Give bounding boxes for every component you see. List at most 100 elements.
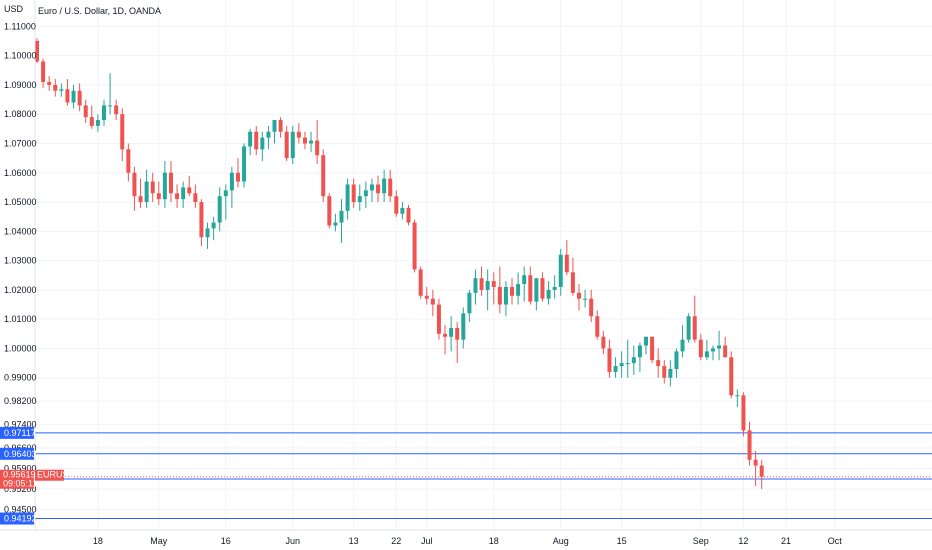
candle-body (430, 298, 435, 305)
y-tick-label: 1.02000 (4, 285, 37, 295)
price-line-label-bg (0, 426, 34, 439)
candle (589, 289, 594, 323)
candle-body (144, 181, 149, 203)
candle-body (376, 184, 381, 194)
candle-body (284, 131, 289, 159)
price-axis[interactable]: 1.11000 1.10000 1.09000 1.08000 1.07000 1.060… (4, 21, 37, 514)
candle (552, 275, 557, 299)
candle (619, 351, 624, 378)
candle (436, 298, 441, 340)
price-line-label: 0.94192 (4, 514, 37, 524)
candle-body (528, 275, 533, 302)
candle (35, 38, 39, 63)
candle (710, 345, 715, 361)
candle (516, 272, 521, 305)
candle (77, 83, 82, 112)
price-line-label-bg (0, 512, 34, 525)
x-tick-label: 12 (738, 536, 748, 546)
candle (290, 125, 295, 164)
candle-body (168, 172, 173, 194)
candle (583, 289, 588, 308)
x-tick-label: 13 (349, 536, 359, 546)
candle (150, 172, 155, 203)
candle (205, 222, 210, 249)
candle (217, 187, 222, 232)
candle-body (400, 207, 405, 214)
candle-body (138, 196, 143, 203)
price-line-label: 0.97117 (4, 428, 36, 438)
candle-body (132, 172, 137, 197)
countdown-value: 09:05:11 (3, 479, 37, 489)
candle-body (534, 278, 539, 302)
candle (400, 202, 405, 220)
candle-body (114, 105, 119, 115)
candle (351, 178, 356, 208)
candle (376, 175, 381, 203)
candle (558, 248, 563, 296)
candle-body (199, 202, 204, 238)
candle-body (467, 292, 472, 314)
candle-body (53, 84, 58, 91)
candle-body (254, 131, 259, 150)
candle (71, 84, 76, 109)
x-tick-label: Aug (553, 536, 569, 546)
x-tick-label: Jun (286, 536, 301, 546)
candle-body (558, 254, 563, 287)
candle-body (522, 275, 527, 285)
candle (546, 281, 551, 305)
candle-body (296, 131, 301, 138)
candle (650, 336, 655, 364)
candle (394, 190, 399, 217)
candle (120, 108, 125, 162)
candle-body (741, 395, 746, 431)
candle-body (83, 105, 88, 118)
candle-body (686, 316, 691, 340)
candle-body (570, 272, 575, 293)
candle-body (272, 120, 277, 132)
candle-body (412, 222, 417, 270)
candle (254, 125, 259, 156)
candle (534, 278, 539, 311)
candle-body (229, 172, 234, 191)
candle-body (704, 351, 709, 358)
candle (491, 272, 496, 305)
candle-body (302, 137, 307, 144)
candle-body (223, 190, 228, 197)
x-tick-label: 15 (617, 536, 627, 546)
candle (747, 421, 752, 466)
candle (144, 169, 149, 208)
y-tick-label: 1.04000 (4, 226, 37, 236)
candle-body (577, 292, 582, 299)
chart-title: Euro / U.S. Dollar, 1D, OANDA (38, 6, 161, 16)
x-tick-label: May (150, 536, 168, 546)
candle-body (583, 298, 588, 300)
candle (101, 99, 106, 126)
candle-body (65, 89, 70, 103)
candle-body (637, 345, 642, 358)
candle (193, 184, 198, 208)
time-axis[interactable]: 18 May 16 Jun 13 22 Jul 18 Aug 15 Sep 12 21 Oct (93, 536, 842, 546)
x-tick-label: 18 (93, 536, 103, 546)
candle (369, 178, 374, 203)
candle-body (747, 430, 752, 460)
candle-body (101, 105, 106, 121)
candle (181, 181, 186, 208)
candle-body (345, 184, 350, 211)
candle-body (351, 184, 356, 203)
last-price-value: 0.95619 (3, 470, 36, 480)
candle (333, 213, 338, 232)
candle-body (589, 298, 594, 317)
x-tick-label: 16 (221, 536, 231, 546)
candle (156, 181, 161, 205)
candle-body (71, 90, 76, 103)
x-tick-label: Sep (693, 536, 709, 546)
candle-body (461, 313, 466, 340)
candle-body (235, 172, 240, 182)
candle (467, 289, 472, 323)
candle-body (290, 131, 295, 159)
candle (235, 158, 240, 188)
candle (735, 389, 740, 408)
candle (162, 161, 167, 208)
candle (613, 357, 618, 378)
